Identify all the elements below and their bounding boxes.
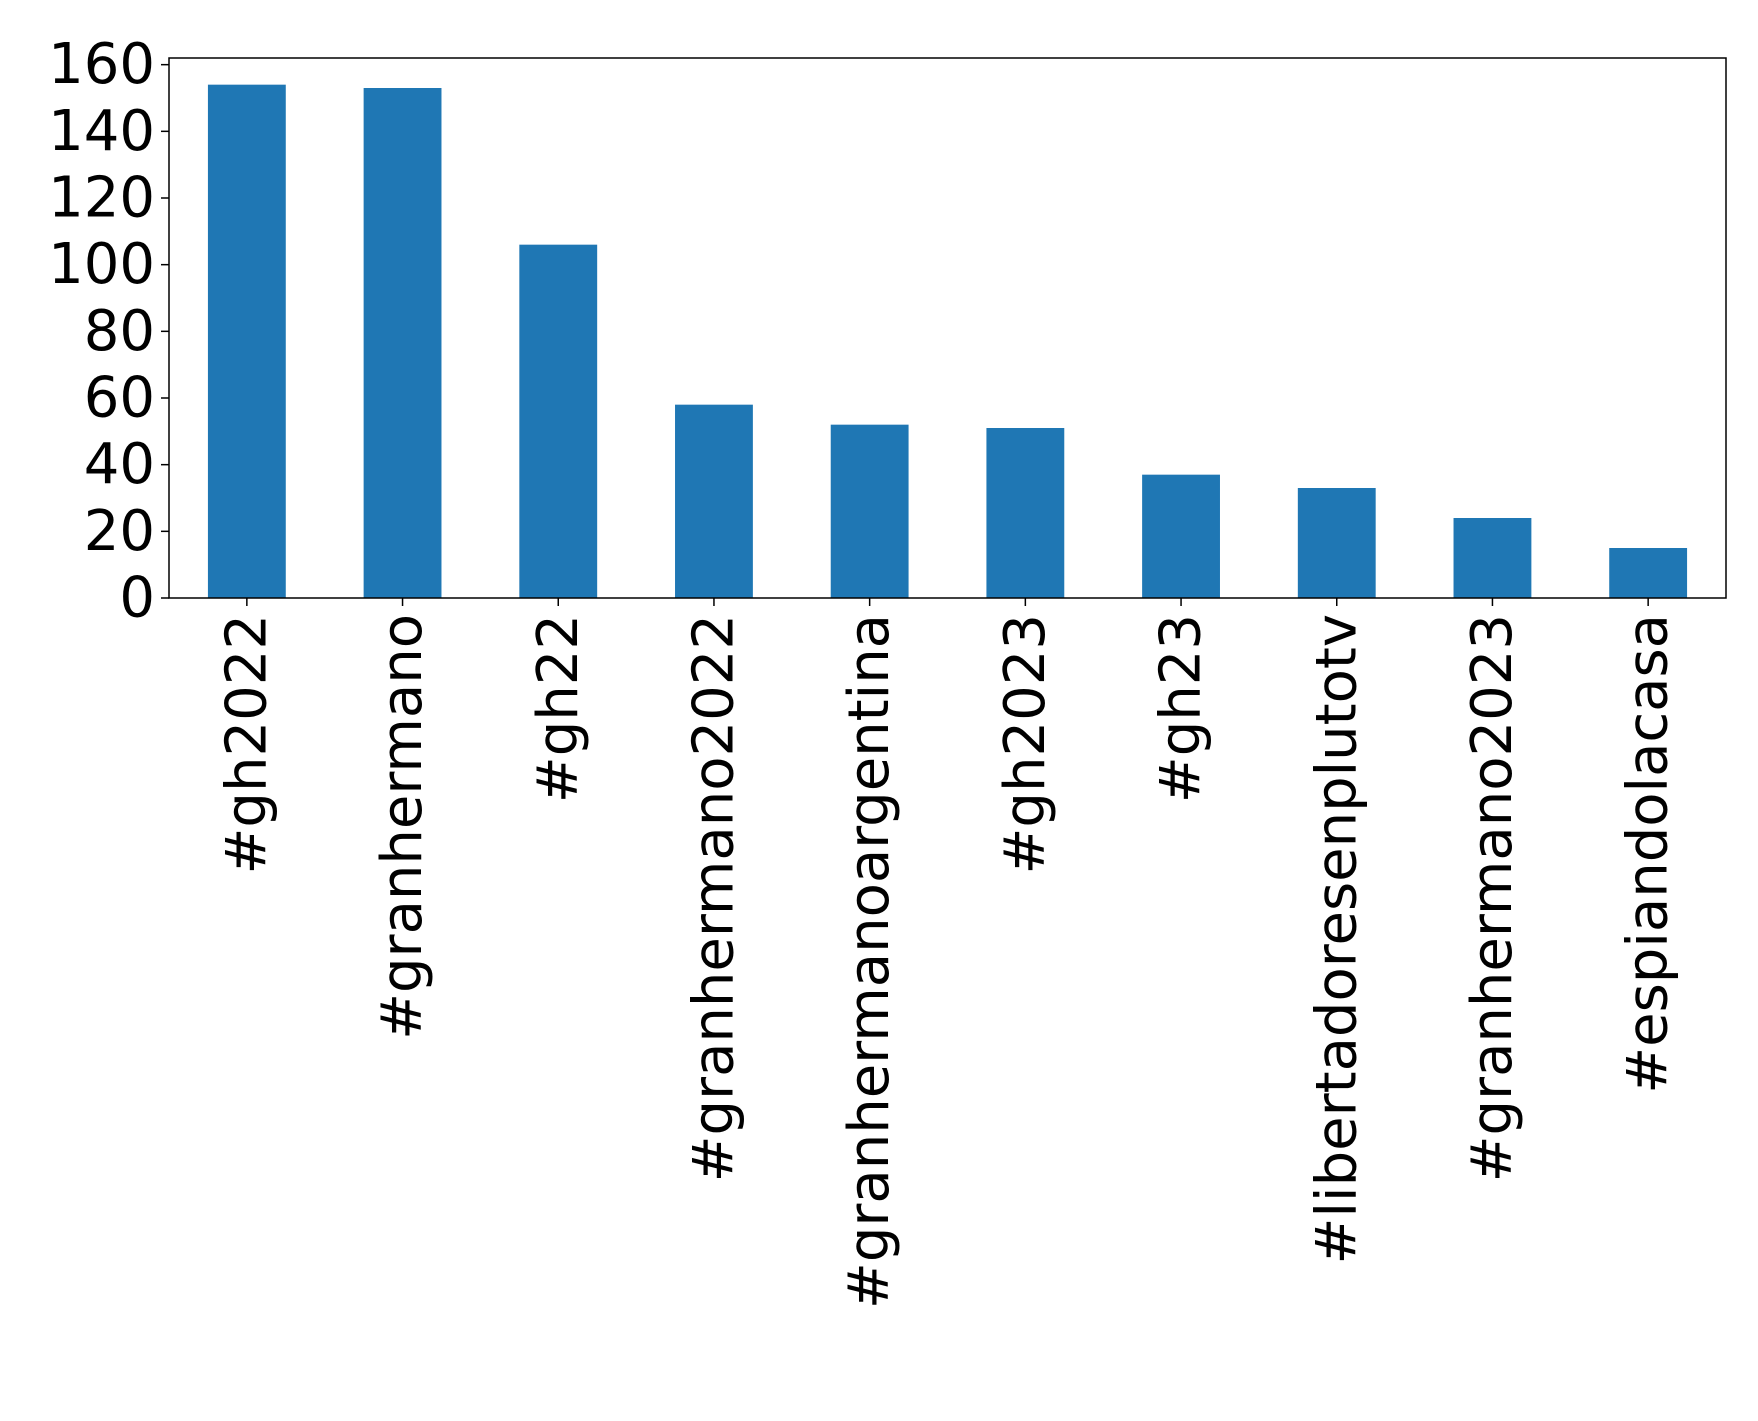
bar-gh22 [519,244,598,598]
y-tick-label: 140 [48,99,155,164]
x-axis: #gh2022 #granhermano #gh22 #granhermano2022… [214,598,1681,1309]
x-tick-label: #espiandolacasa [1616,614,1681,1094]
x-tick-label: #libertadoresenplutotv [1304,614,1369,1264]
bars-group [207,84,1688,598]
y-tick-label: 80 [84,299,155,364]
x-tick-label: #gh23 [1149,614,1214,803]
y-tick-label: 20 [84,499,155,564]
y-tick-label: 160 [48,32,155,97]
y-tick-label: 60 [84,366,155,431]
bar-libertadoresenplutotv [1297,488,1376,598]
x-tick-label: #granhermano2023 [1460,614,1525,1182]
bar-espiandolacasa [1609,548,1688,598]
bar-gh23 [1142,474,1220,598]
bar-granhermanoargentina [830,424,909,598]
y-tick-label: 0 [119,566,155,631]
x-tick-label: #gh2022 [214,614,279,874]
bar-granhermano2023 [1453,518,1532,598]
y-tick-label: 120 [48,166,155,231]
y-tick-label: 40 [84,432,155,497]
x-tick-label: #gh2023 [993,614,1058,874]
x-tick-label: #granhermano [370,614,435,1040]
plot-frame [168,57,1727,599]
bar-granhermano [363,88,442,598]
x-tick-label: #granhermano2022 [681,614,746,1182]
bar-gh2022 [207,84,286,598]
bar-gh2023 [986,428,1065,598]
y-tick-label: 100 [48,232,155,297]
x-tick-label: #gh22 [526,614,591,803]
x-tick-label: #granhermanoargentina [837,614,902,1309]
bar-granhermano2022 [675,404,753,598]
